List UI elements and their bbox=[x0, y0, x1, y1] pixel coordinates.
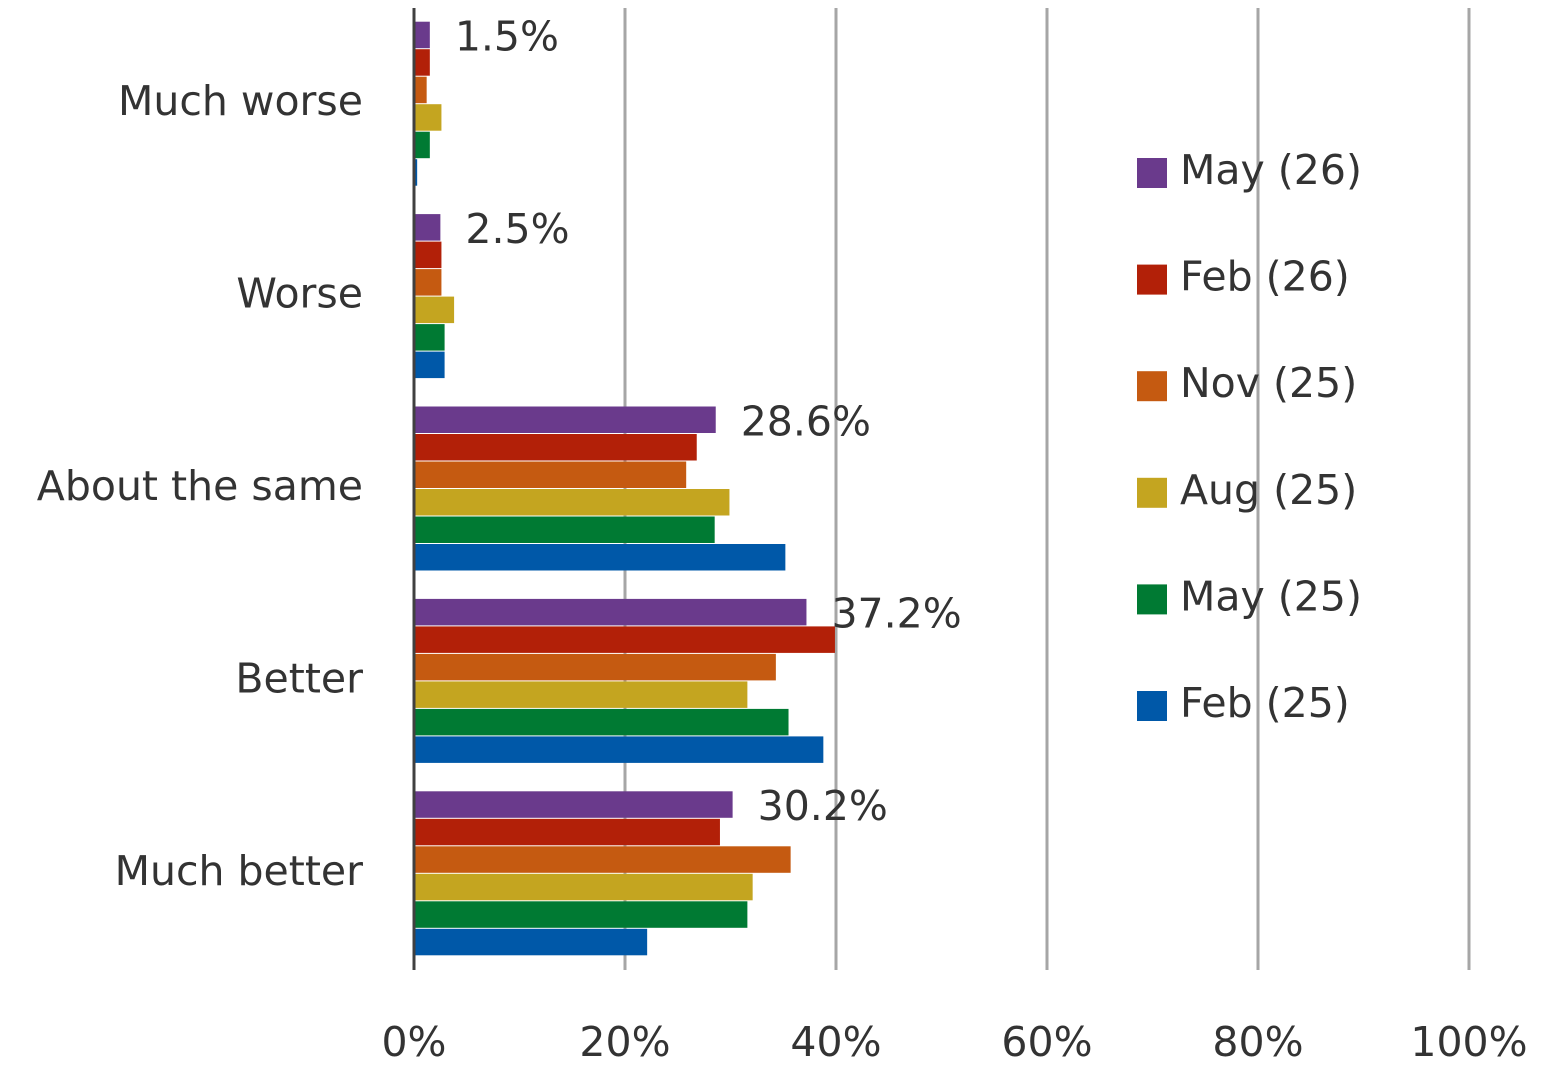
x-tick-label: 0% bbox=[381, 1018, 446, 1066]
legend-label: Nov (25) bbox=[1180, 359, 1357, 407]
bar bbox=[414, 544, 786, 571]
bar bbox=[414, 461, 687, 488]
bar bbox=[414, 928, 648, 956]
bar bbox=[414, 873, 753, 901]
bar bbox=[414, 516, 715, 543]
bar bbox=[414, 49, 430, 76]
bar bbox=[414, 104, 442, 131]
bar bbox=[414, 351, 445, 379]
legend-label: Feb (26) bbox=[1180, 253, 1350, 301]
legend-swatch bbox=[1137, 158, 1167, 188]
x-tick-label: 20% bbox=[579, 1018, 670, 1066]
bar bbox=[414, 406, 716, 433]
data-label: 37.2% bbox=[831, 590, 961, 638]
legend-swatch bbox=[1137, 477, 1167, 508]
bar bbox=[414, 296, 455, 324]
data-label: 28.6% bbox=[741, 397, 871, 445]
legend-swatch bbox=[1137, 264, 1167, 295]
data-label: 1.5% bbox=[455, 12, 559, 60]
data-label: 2.5% bbox=[465, 205, 569, 253]
y-tick-label: Much worse bbox=[118, 77, 363, 125]
bar bbox=[414, 901, 748, 928]
bar bbox=[414, 736, 824, 763]
bar bbox=[414, 434, 697, 461]
x-tick-label: 40% bbox=[790, 1018, 881, 1066]
bar bbox=[414, 76, 427, 104]
y-tick-label: Better bbox=[235, 654, 363, 702]
data-label: 30.2% bbox=[758, 782, 888, 830]
bar bbox=[414, 21, 430, 49]
legend-swatch bbox=[1137, 691, 1167, 721]
x-tick-label: 80% bbox=[1212, 1018, 1303, 1066]
bar bbox=[414, 818, 720, 846]
y-tick-label: Much better bbox=[115, 847, 364, 895]
legend-swatch bbox=[1137, 371, 1167, 402]
bar bbox=[414, 489, 730, 516]
y-tick-label: Worse bbox=[236, 270, 363, 318]
bar bbox=[414, 708, 789, 736]
legend-label: Aug (25) bbox=[1180, 466, 1357, 514]
bar bbox=[414, 214, 441, 241]
legend-swatch bbox=[1137, 584, 1167, 615]
bar bbox=[414, 269, 442, 296]
bar bbox=[414, 324, 445, 351]
y-tick-label: About the same bbox=[37, 462, 363, 510]
legend-label: Feb (25) bbox=[1180, 679, 1350, 727]
x-tick-label: 100% bbox=[1410, 1018, 1527, 1066]
bar bbox=[414, 681, 748, 708]
legend-label: May (26) bbox=[1180, 146, 1362, 194]
bar bbox=[414, 131, 430, 159]
bar bbox=[414, 598, 807, 626]
x-tick-label: 60% bbox=[1001, 1018, 1092, 1066]
bar bbox=[414, 791, 733, 818]
bar bbox=[414, 159, 418, 186]
bar bbox=[414, 626, 835, 653]
legend-label: May (25) bbox=[1180, 572, 1362, 620]
bar bbox=[414, 241, 442, 269]
bar bbox=[414, 846, 791, 873]
bar bbox=[414, 653, 776, 681]
